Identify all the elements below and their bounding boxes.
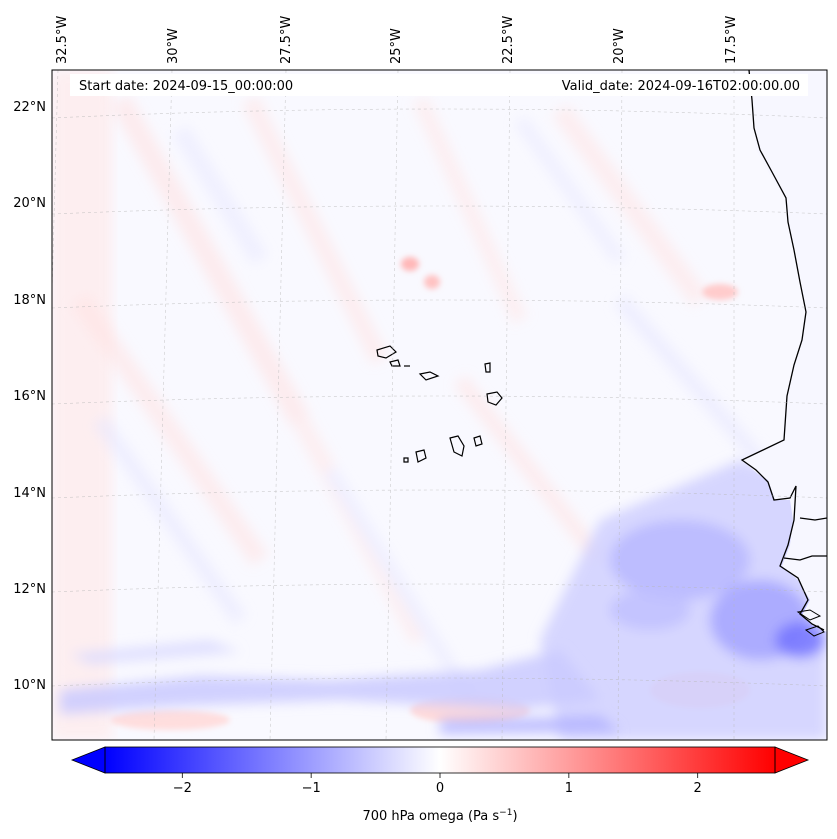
lon-label-27-5w: 27.5°W xyxy=(279,16,294,64)
colorbar-label: 700 hPa omega (Pa s−1) xyxy=(362,808,517,824)
lon-label-20w: 20°W xyxy=(612,28,627,64)
header-strip xyxy=(70,74,808,96)
lon-label-32-5w: 32.5°W xyxy=(55,16,70,64)
cape-verde-islands xyxy=(376,345,503,463)
colorbar-tick-label: 2 xyxy=(694,781,702,796)
colorbar-tick-label: −1 xyxy=(302,781,321,796)
valid-date-label: Valid_date: 2024-09-16T02:00:00.00 xyxy=(562,79,800,94)
colorbar-tick-label: 0 xyxy=(436,781,444,796)
map-area xyxy=(51,69,828,741)
gridlines xyxy=(52,70,827,740)
colorbar-low-extend xyxy=(70,746,106,774)
lat-label-12n: 12°N xyxy=(13,582,46,597)
colorbar-high-extend xyxy=(774,746,810,774)
latitude-labels: 22°N 20°N 18°N 16°N 14°N 12°N 10°N xyxy=(13,100,46,693)
lon-label-17-5w: 17.5°W xyxy=(724,16,739,64)
coastline xyxy=(740,70,825,631)
map-frame xyxy=(51,69,828,741)
lon-label-25w: 25°W xyxy=(389,28,404,64)
colorbar: −2 −1 0 1 2 700 hPa omega (Pa s−1) xyxy=(70,746,810,824)
colorbar-ticks: −2 −1 0 1 2 xyxy=(173,773,702,796)
colorbar-tick-label: −2 xyxy=(173,781,192,796)
longitude-labels: 32.5°W 30°W 27.5°W 25°W 22.5°W 20°W 17.5… xyxy=(55,16,739,64)
start-date-label: Start date: 2024-09-15_00:00:00 xyxy=(79,79,293,94)
lat-label-18n: 18°N xyxy=(13,293,46,308)
omega-field xyxy=(52,70,827,740)
colorbar-gradient xyxy=(105,747,775,773)
lat-label-10n: 10°N xyxy=(13,678,46,693)
lon-label-30w: 30°W xyxy=(166,28,181,64)
lat-label-22n: 22°N xyxy=(13,100,46,115)
colorbar-tick-label: 1 xyxy=(565,781,573,796)
lon-label-22-5w: 22.5°W xyxy=(501,16,516,64)
lat-label-20n: 20°N xyxy=(13,196,46,211)
lat-label-16n: 16°N xyxy=(13,389,46,404)
lat-label-14n: 14°N xyxy=(13,486,46,501)
